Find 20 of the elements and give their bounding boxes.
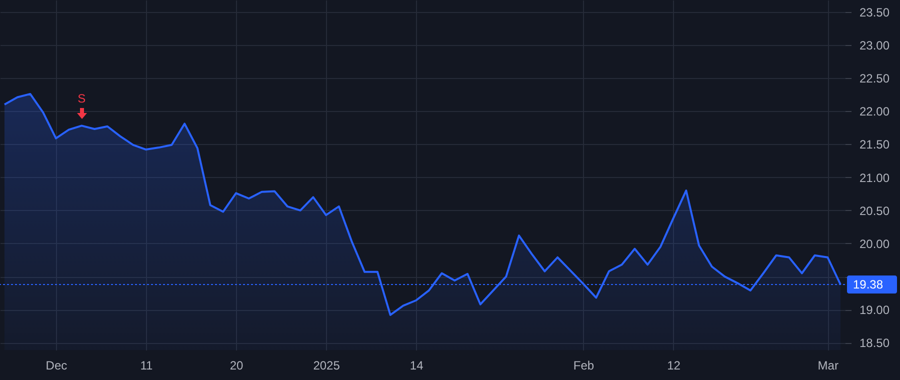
x-tick-label: 2025 [313, 358, 340, 372]
y-tick-label: 21.00 [860, 170, 890, 185]
x-tick-label: Feb [573, 358, 594, 372]
x-tick-label: Mar [818, 358, 838, 372]
x-tick-label: 11 [140, 358, 154, 372]
y-tick-label: 22.50 [860, 72, 890, 86]
y-tick-label: 22.00 [860, 104, 890, 119]
x-tick-label: 20 [230, 358, 244, 372]
x-tick-label: 14 [410, 358, 424, 372]
x-tick-label: 12 [667, 358, 681, 372]
y-tick-label: 19.00 [860, 303, 890, 318]
annotation: S [78, 92, 86, 106]
y-tick-label: 23.50 [860, 5, 890, 20]
y-tick-label: 21.50 [860, 138, 890, 152]
y-tick-label: 20.50 [860, 204, 890, 218]
y-tick-label: 20.00 [860, 236, 890, 251]
x-tick-label: Dec [46, 358, 68, 372]
y-tick-label: 23.00 [860, 38, 890, 52]
y-tick-label: 18.50 [860, 336, 890, 350]
ref-line-label: 19.38 [853, 278, 884, 292]
